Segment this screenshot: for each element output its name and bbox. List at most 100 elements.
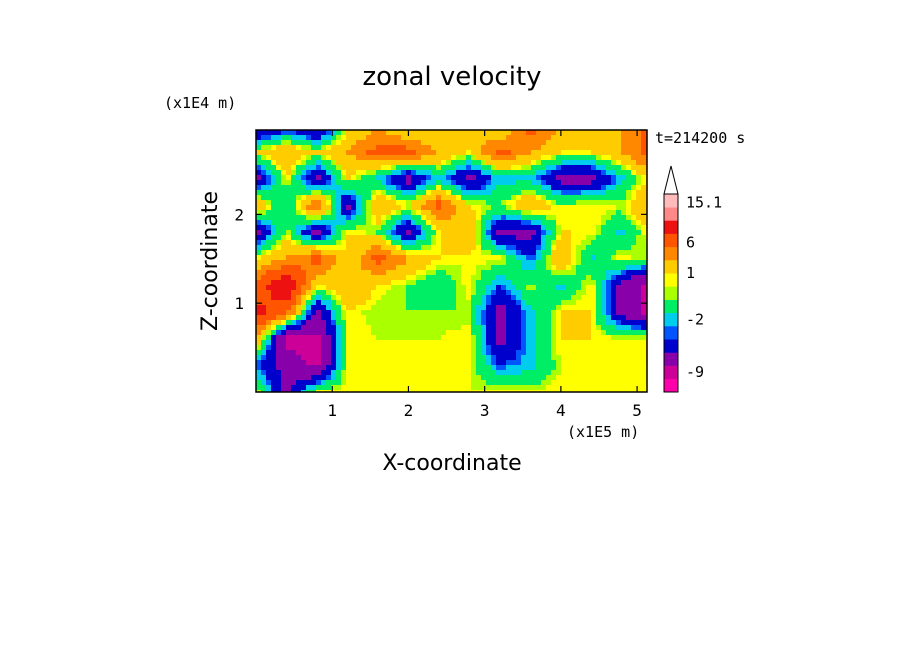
contour-cell	[616, 235, 622, 241]
contour-cell	[451, 180, 457, 186]
contour-cell	[631, 145, 637, 151]
contour-cell	[481, 330, 487, 336]
contour-cell	[316, 165, 322, 171]
contour-cell	[531, 130, 537, 136]
contour-cell	[511, 260, 517, 266]
contour-cell	[526, 385, 532, 391]
contour-cell	[336, 275, 342, 281]
contour-cell	[431, 315, 437, 321]
contour-cell	[596, 285, 602, 291]
contour-cell	[496, 315, 502, 321]
contour-cell	[426, 350, 432, 356]
contour-cell	[456, 300, 462, 306]
contour-cell	[346, 150, 352, 156]
contour-cell	[581, 155, 587, 161]
contour-cell	[476, 180, 482, 186]
contour-cell	[526, 260, 532, 266]
contour-cell	[586, 360, 592, 366]
contour-cell	[511, 215, 517, 221]
contour-cell	[541, 230, 547, 236]
contour-cell	[391, 355, 397, 361]
contour-cell	[611, 360, 617, 366]
contour-cell	[626, 335, 632, 341]
contour-cell	[396, 195, 402, 201]
contour-cell	[626, 355, 632, 361]
contour-cell	[641, 295, 647, 301]
contour-cell	[331, 255, 337, 261]
contour-cell	[336, 150, 342, 156]
contour-cell	[276, 250, 282, 256]
contour-cell	[366, 300, 372, 306]
contour-cell	[381, 240, 387, 246]
contour-cell	[581, 150, 587, 156]
contour-cell	[296, 185, 302, 191]
contour-cell	[366, 170, 372, 176]
contour-cell	[566, 365, 572, 371]
contour-cell	[591, 235, 597, 241]
contour-cell	[636, 280, 642, 286]
contour-cell	[281, 240, 287, 246]
contour-cell	[446, 160, 452, 166]
contour-cell	[326, 235, 332, 241]
contour-cell	[561, 310, 567, 316]
contour-cell	[341, 175, 347, 181]
contour-cell	[261, 265, 267, 271]
contour-cell	[566, 200, 572, 206]
contour-cell	[486, 370, 492, 376]
contour-cell	[581, 370, 587, 376]
contour-cell	[541, 285, 547, 291]
contour-cell	[301, 220, 307, 226]
contour-cell	[591, 380, 597, 386]
contour-cell	[506, 280, 512, 286]
contour-cell	[506, 345, 512, 351]
contour-cell	[481, 150, 487, 156]
contour-cell	[261, 375, 267, 381]
contour-cell	[306, 200, 312, 206]
contour-cell	[576, 150, 582, 156]
contour-cell	[371, 140, 377, 146]
contour-cell	[311, 140, 317, 146]
contour-cell	[521, 390, 527, 392]
contour-cell	[591, 370, 597, 376]
contour-cell	[261, 340, 267, 346]
contour-cell	[586, 385, 592, 391]
contour-cell	[466, 175, 472, 181]
contour-cell	[401, 250, 407, 256]
contour-cell	[541, 255, 547, 261]
contour-cell	[466, 390, 472, 392]
contour-cell	[541, 260, 547, 266]
contour-cell	[636, 175, 642, 181]
contour-cell	[406, 375, 412, 381]
contour-cell	[511, 310, 517, 316]
contour-cell	[526, 375, 532, 381]
contour-cell	[396, 270, 402, 276]
contour-cell	[346, 230, 352, 236]
contour-cell	[471, 135, 477, 141]
contour-cell	[281, 210, 287, 216]
contour-cell	[391, 180, 397, 186]
contour-cell	[631, 295, 637, 301]
contour-cell	[291, 275, 297, 281]
contour-cell	[516, 355, 522, 361]
contour-cell	[361, 245, 367, 251]
contour-cell	[501, 315, 507, 321]
contour-cell	[526, 270, 532, 276]
contour-cell	[456, 345, 462, 351]
contour-cell	[341, 275, 347, 281]
contour-cell	[346, 360, 352, 366]
contour-cell	[286, 275, 292, 281]
contour-cell	[386, 260, 392, 266]
contour-cell	[286, 295, 292, 301]
contour-cell	[556, 220, 562, 226]
contour-cell	[561, 190, 567, 196]
contour-cell	[471, 310, 477, 316]
contour-cell	[301, 335, 307, 341]
y-axis-ticks: 12	[234, 205, 647, 313]
contour-cell	[431, 285, 437, 291]
contour-cell	[336, 320, 342, 326]
contour-cell	[256, 355, 262, 361]
contour-cell	[531, 385, 537, 391]
contour-cell	[631, 350, 637, 356]
contour-cell	[456, 255, 462, 261]
contour-cell	[621, 320, 627, 326]
